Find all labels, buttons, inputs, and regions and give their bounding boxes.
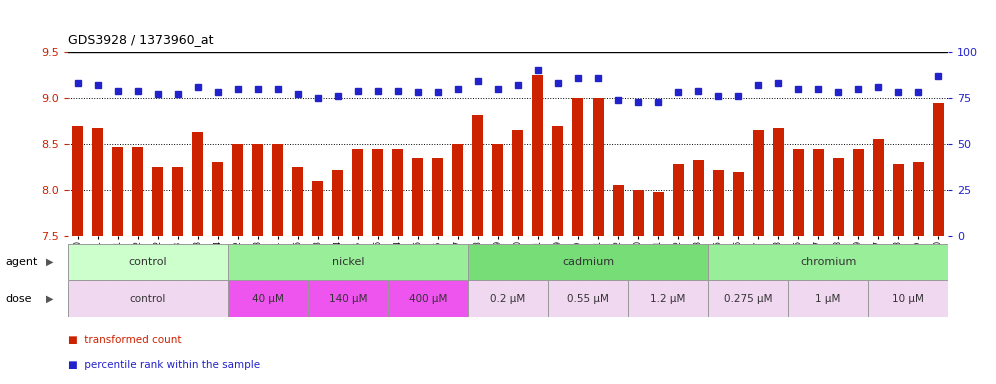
Text: 0.2 μM: 0.2 μM	[490, 293, 526, 304]
Bar	[68, 244, 228, 280]
Bar	[468, 280, 548, 317]
Text: chromium: chromium	[800, 257, 857, 267]
Text: 1.2 μM: 1.2 μM	[650, 293, 685, 304]
Text: 40 μM: 40 μM	[252, 293, 284, 304]
Bar	[113, 147, 124, 236]
Text: ■  transformed count: ■ transformed count	[68, 335, 181, 345]
Bar	[533, 75, 544, 236]
Text: 0.55 μM: 0.55 μM	[567, 293, 609, 304]
Bar	[68, 280, 228, 317]
Bar	[932, 103, 943, 236]
Bar	[387, 280, 468, 317]
Bar	[573, 98, 584, 236]
Bar	[212, 162, 223, 236]
Bar	[333, 170, 344, 236]
Bar	[872, 139, 883, 236]
Bar	[308, 280, 387, 317]
Bar	[232, 144, 243, 236]
Bar	[753, 130, 764, 236]
Text: ▶: ▶	[46, 293, 54, 304]
Text: 140 μM: 140 μM	[329, 293, 368, 304]
Bar	[853, 149, 864, 236]
Bar	[553, 126, 564, 236]
Text: 0.275 μM: 0.275 μM	[724, 293, 772, 304]
Text: GDS3928 / 1373960_at: GDS3928 / 1373960_at	[68, 33, 213, 46]
Bar	[692, 160, 703, 236]
Bar	[833, 158, 844, 236]
Bar	[472, 114, 483, 236]
Text: ▶: ▶	[46, 257, 54, 267]
Bar	[793, 149, 804, 236]
Bar	[432, 158, 443, 236]
Bar	[313, 181, 324, 236]
Bar	[152, 167, 163, 236]
Text: 1 μM: 1 μM	[816, 293, 841, 304]
Text: ■  percentile rank within the sample: ■ percentile rank within the sample	[68, 360, 260, 370]
Bar	[628, 280, 708, 317]
Text: agent: agent	[5, 257, 38, 267]
Bar	[672, 164, 683, 236]
Bar	[813, 149, 824, 236]
Bar	[912, 162, 923, 236]
Bar	[708, 244, 948, 280]
Bar	[773, 128, 784, 236]
Bar	[513, 130, 524, 236]
Text: 10 μM: 10 μM	[892, 293, 924, 304]
Text: nickel: nickel	[332, 257, 365, 267]
Bar	[613, 185, 623, 236]
Bar	[452, 144, 463, 236]
Bar	[353, 149, 364, 236]
Bar	[132, 147, 143, 236]
Bar	[468, 244, 708, 280]
Bar	[272, 144, 283, 236]
Bar	[869, 280, 948, 317]
Bar	[192, 132, 203, 236]
Bar	[412, 158, 423, 236]
Text: cadmium: cadmium	[562, 257, 615, 267]
Bar	[93, 128, 104, 236]
Bar	[392, 149, 403, 236]
Bar	[708, 280, 788, 317]
Text: control: control	[129, 293, 166, 304]
Bar	[373, 149, 383, 236]
Bar	[293, 167, 304, 236]
Bar	[228, 244, 468, 280]
Bar	[593, 98, 604, 236]
Bar	[632, 190, 643, 236]
Text: dose: dose	[5, 293, 32, 304]
Bar	[892, 164, 903, 236]
Bar	[252, 144, 263, 236]
Text: 400 μM: 400 μM	[408, 293, 447, 304]
Bar	[652, 192, 663, 236]
Bar	[788, 280, 869, 317]
Bar	[712, 170, 723, 236]
Text: control: control	[128, 257, 167, 267]
Bar	[733, 172, 744, 236]
Bar	[172, 167, 183, 236]
Bar	[492, 144, 503, 236]
Bar	[548, 280, 628, 317]
Bar	[228, 280, 308, 317]
Bar	[73, 126, 84, 236]
